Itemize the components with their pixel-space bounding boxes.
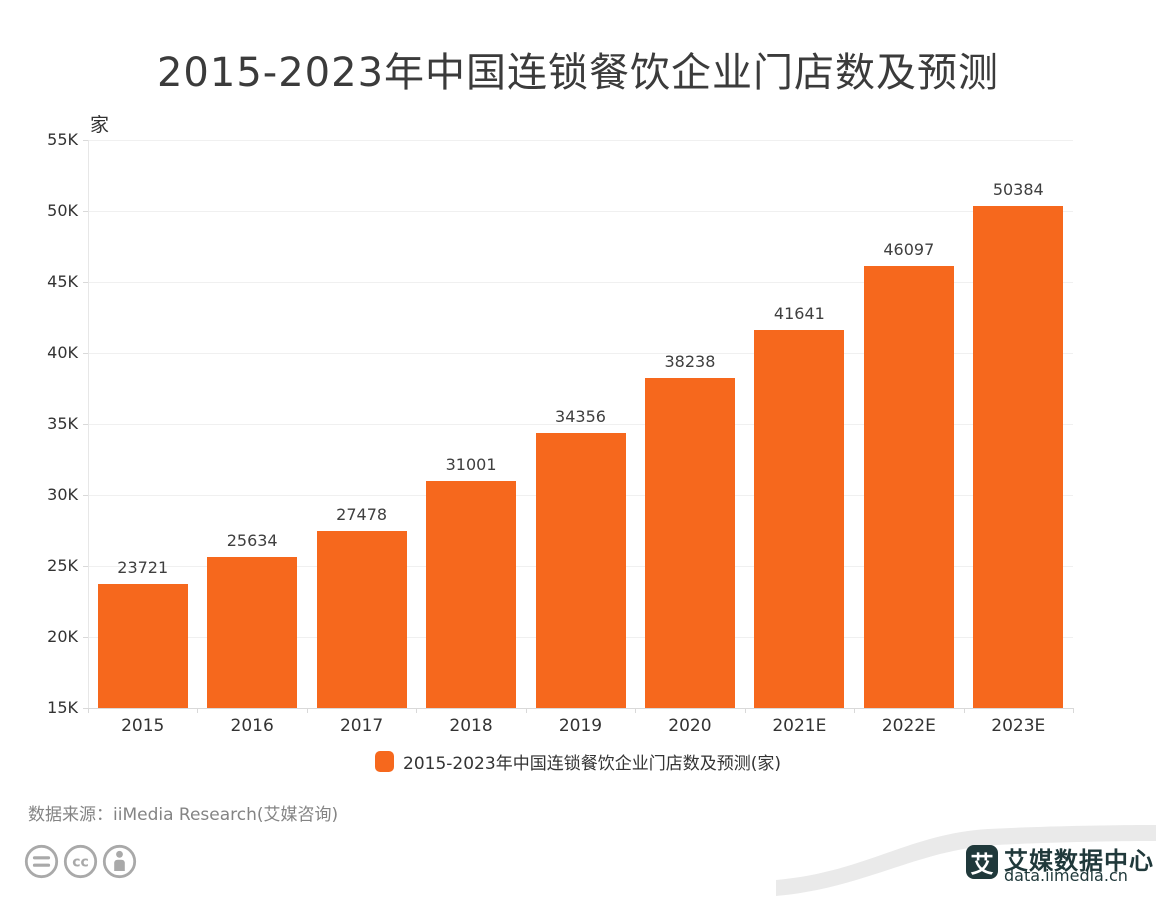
bar[interactable]: [754, 329, 845, 708]
iimedia-logo-glyph: 艾: [970, 852, 994, 878]
y-axis-unit-label: 家: [90, 114, 110, 136]
y-axis-tick: [83, 140, 88, 141]
y-axis-tick: [83, 211, 88, 212]
bar-value-label: 41641: [773, 303, 825, 323]
x-axis-tick: [416, 708, 418, 713]
grid-line: [88, 140, 1073, 141]
x-axis-tick: [744, 708, 746, 713]
x-axis-tick: [1073, 708, 1074, 713]
y-axis-label: 15K: [47, 698, 78, 717]
y-axis-label: 40K: [47, 343, 78, 362]
x-axis-label: 2019: [558, 716, 603, 736]
x-axis-label: 2017: [339, 716, 384, 736]
bar[interactable]: [207, 556, 298, 708]
x-axis-label: 2016: [230, 716, 274, 736]
x-axis-label: 2021E: [772, 716, 827, 736]
x-axis-label: 2023E: [991, 716, 1046, 736]
y-axis-tick: [83, 495, 88, 496]
y-axis-label: 20K: [47, 627, 78, 646]
bar-value-label: 46097: [883, 240, 935, 260]
bar[interactable]: [97, 584, 188, 708]
equals-license-icon[interactable]: [23, 843, 60, 880]
chart-legend[interactable]: 2015-2023年中国连锁餐饮企业门店数及预测(家): [0, 749, 1156, 774]
x-axis-label: 2020: [668, 716, 712, 736]
x-axis-label: 2022E: [881, 716, 936, 736]
grid-line: [88, 353, 1073, 354]
bar-value-label: 23721: [117, 558, 169, 578]
y-axis-label: 35K: [47, 414, 78, 433]
y-axis-label: 55K: [47, 130, 78, 149]
legend-marker: [375, 751, 395, 772]
bar-value-label: 25634: [226, 530, 278, 550]
bar[interactable]: [535, 433, 626, 708]
y-axis-tick: [83, 708, 88, 709]
svg-text:cc: cc: [72, 855, 89, 871]
y-axis-label: 25K: [47, 556, 78, 575]
y-axis-tick: [83, 353, 88, 354]
x-axis-label: 2018: [449, 716, 493, 736]
bar-value-label: 38238: [664, 352, 716, 372]
bar-value-label: 50384: [992, 179, 1044, 199]
y-axis-tick: [83, 282, 88, 283]
bar-value-label: 34356: [555, 407, 606, 427]
y-axis-label: 30K: [47, 485, 78, 504]
bar[interactable]: [644, 378, 735, 708]
grid-line: [88, 708, 1073, 709]
y-axis-tick: [83, 424, 88, 425]
y-axis-label: 45K: [47, 272, 78, 291]
cc-license-icon[interactable]: cc: [62, 843, 99, 880]
y-axis-tick: [83, 566, 88, 567]
chart-title: 2015-2023年中国连锁餐饮企业门店数及预测: [156, 50, 1000, 96]
bar[interactable]: [973, 205, 1064, 708]
x-axis-tick: [88, 708, 89, 713]
x-axis-tick: [306, 708, 308, 713]
iimedia-logo-icon[interactable]: 艾: [966, 845, 998, 879]
grid-line: [88, 211, 1073, 212]
brand-name: 艾媒数据中心: [1004, 847, 1154, 875]
bar[interactable]: [316, 530, 407, 708]
y-axis-line: [88, 140, 89, 708]
bar-value-label: 31001: [445, 454, 497, 474]
bar[interactable]: [863, 266, 954, 708]
x-axis-tick: [854, 708, 856, 713]
license-icons: cc: [23, 843, 138, 880]
legend-label: 2015-2023年中国连锁餐饮企业门店数及预测(家): [403, 754, 781, 774]
grid-line: [88, 424, 1073, 425]
x-axis-tick: [635, 708, 637, 713]
x-axis-tick: [525, 708, 527, 713]
x-axis-label: 2015: [121, 716, 165, 736]
y-axis-tick: [83, 637, 88, 638]
data-source-text: 数据来源：iiMedia Research(艾媒咨询): [28, 805, 339, 825]
bar-value-label: 27478: [336, 504, 388, 524]
x-axis-tick: [963, 708, 965, 713]
grid-line: [88, 282, 1073, 283]
bar[interactable]: [426, 480, 517, 708]
x-axis-tick: [197, 708, 199, 713]
brand-url[interactable]: data.iimedia.cn: [1004, 866, 1128, 885]
attribution-person-icon[interactable]: [101, 843, 138, 880]
y-axis-label: 50K: [47, 201, 78, 220]
